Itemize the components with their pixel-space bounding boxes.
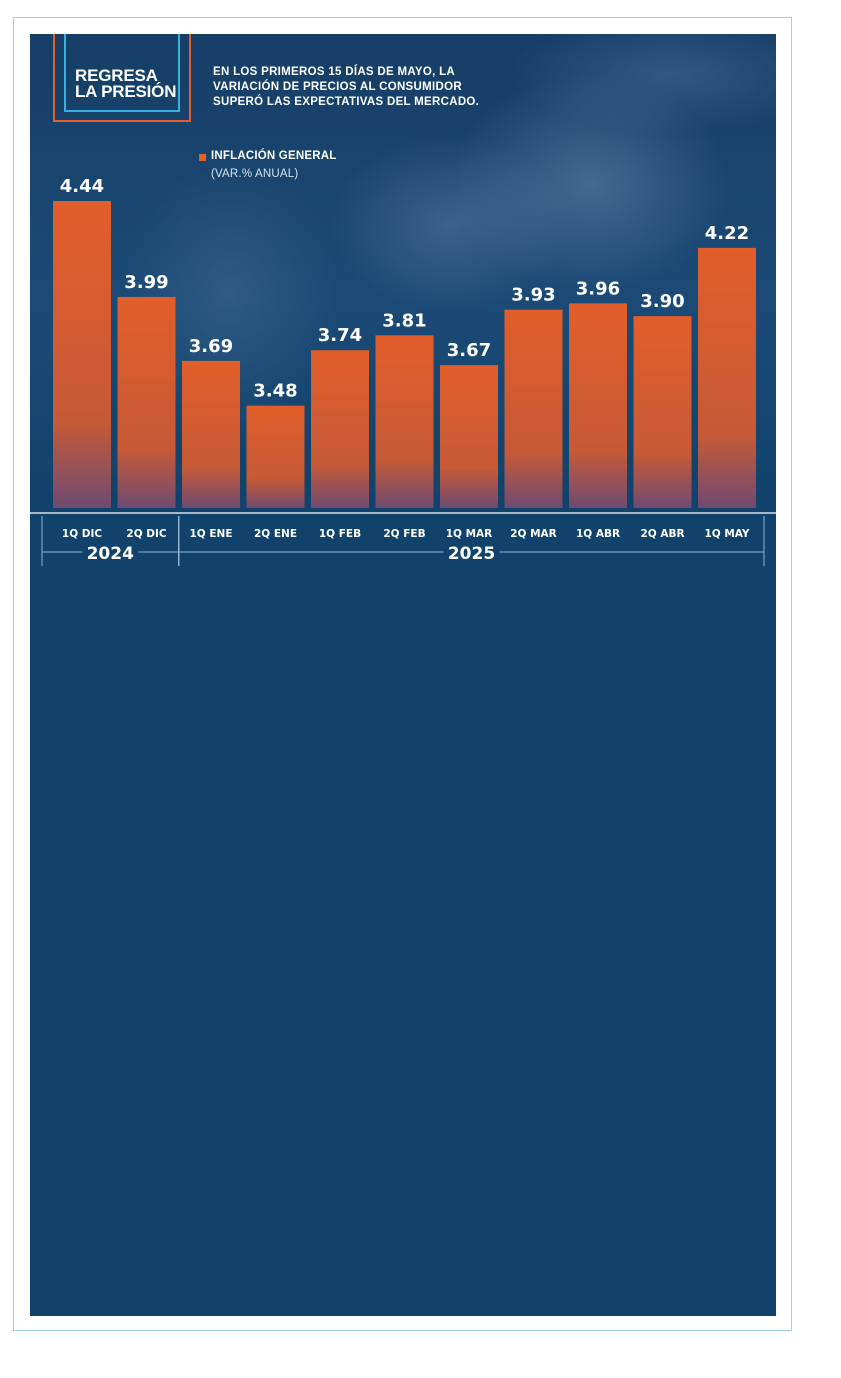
data-label: 3.48 [253, 381, 297, 402]
legend-series-label: INFLACIÓN GENERAL [211, 150, 337, 162]
data-label: 3.99 [124, 272, 168, 293]
data-label: 3.93 [511, 285, 555, 306]
group-label-2024: 2024 [87, 544, 134, 564]
data-label: 4.22 [705, 223, 749, 244]
legend-unit-label: (VAR.% ANUAL) [211, 168, 299, 180]
category-label: 1Q ENE [189, 528, 232, 540]
chart-subtitle: EN LOS PRIMEROS 15 DÍAS DE MAYO, LA VARI… [213, 66, 480, 108]
bar-1q-abr [569, 303, 627, 508]
data-label: 3.96 [576, 278, 620, 299]
category-label: 1Q MAR [446, 528, 493, 540]
category-label: 2Q ENE [254, 528, 297, 540]
category-label: 2Q MAR [510, 528, 557, 540]
bar-1q-dic [53, 201, 111, 508]
category-label: 2Q DIC [126, 528, 167, 540]
data-label: 3.74 [318, 325, 362, 346]
data-label: 3.67 [447, 340, 491, 361]
bar-2q-abr [633, 316, 692, 508]
bar-1q-mar [440, 365, 498, 508]
bar-chart: 4.44 3.99 3.69 3.48 3.74 3.81 3.67 3.93 3.96 3.90… [30, 176, 776, 566]
data-label: 3.81 [382, 310, 426, 331]
data-label: 3.90 [640, 291, 684, 312]
category-label: 2Q ABR [640, 528, 684, 540]
category-label: 1Q ABR [576, 528, 620, 540]
category-label: 1Q MAY [704, 528, 749, 540]
group-label-2025: 2025 [448, 544, 495, 564]
data-label: 4.44 [60, 176, 104, 197]
title-frame-blue [64, 34, 180, 112]
chart-title: REGRESA LA PRESIÓN [75, 66, 177, 101]
category-label: 2Q FEB [383, 528, 425, 540]
bar-1q-ene [182, 360, 240, 508]
legend-swatch [199, 154, 206, 161]
category-label: 1Q FEB [319, 528, 361, 540]
bar-2q-mar [504, 309, 563, 508]
bar-2q-feb [375, 335, 434, 508]
data-label: 3.69 [189, 336, 233, 357]
bar-1q-may [698, 247, 756, 508]
bar-1q-feb [311, 350, 369, 508]
bar-2q-ene [246, 405, 305, 508]
outer-frame [13, 17, 792, 1331]
title-frame-orange [53, 34, 191, 122]
category-label: 1Q DIC [62, 528, 103, 540]
bar-2q-dic [117, 296, 176, 508]
